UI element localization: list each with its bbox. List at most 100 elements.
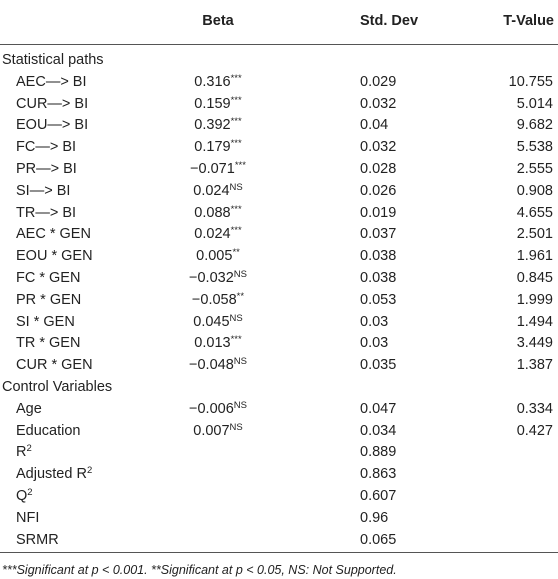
row-label: EOU * GEN: [16, 247, 93, 265]
beta-sup: NS: [233, 269, 247, 280]
beta: −0.058**: [168, 291, 268, 309]
t-value: 5.538: [517, 138, 553, 156]
std-dev-text: 0.065: [360, 531, 397, 548]
beta: −0.071***: [168, 160, 268, 178]
std-dev-text: 0.047: [360, 400, 397, 417]
row-label: TR * GEN: [16, 334, 80, 352]
t-value: 9.682: [517, 116, 553, 134]
beta-text: −0.071: [190, 161, 235, 177]
row-label-text: PR—> BI: [16, 161, 77, 177]
std-dev: 0.863: [360, 465, 396, 483]
std-dev-text: 0.96: [360, 509, 389, 526]
t-value-text: 10.755: [508, 73, 553, 90]
row-label: Education: [16, 422, 81, 440]
std-dev-text: 0.019: [360, 204, 397, 221]
t-value-text: 2.501: [516, 226, 553, 243]
row-label-text: AEC * GEN: [16, 226, 91, 243]
footnote: ***Significant at p < 0.001. **Significa…: [2, 561, 397, 579]
section-title-text: Control Variables: [2, 379, 113, 395]
std-dev-text: 0.037: [360, 226, 397, 243]
beta: 0.024***: [168, 225, 268, 243]
std-dev-text: 0.038: [360, 248, 397, 265]
section-title-text: Statistical paths: [2, 52, 104, 68]
row-label: Q2: [16, 487, 33, 505]
row-label-sup: 2: [27, 487, 33, 498]
std-dev-text: 0.03: [360, 313, 389, 330]
beta-sup: NS: [229, 421, 243, 433]
std-dev: 0.053: [360, 291, 396, 309]
row-label: NFI: [16, 509, 39, 527]
t-value-text: 0.427: [516, 422, 553, 439]
std-dev: 0.032: [360, 95, 396, 113]
beta: 0.088***: [168, 204, 268, 222]
beta: −0.032NS: [168, 269, 268, 287]
std-dev-text: 0.032: [360, 95, 397, 112]
t-value-text: 0.334: [516, 400, 553, 417]
header-std-dev-text: Std. Dev: [360, 13, 419, 29]
beta: 0.179***: [168, 138, 268, 156]
beta: 0.045NS: [168, 313, 268, 331]
std-dev: 0.035: [360, 356, 396, 374]
beta-text: 0.005: [196, 248, 233, 265]
beta-text: 0.179: [194, 139, 231, 156]
std-dev-text: 0.028: [360, 161, 397, 177]
row-label-text: NFI: [16, 509, 40, 526]
std-dev: 0.03: [360, 313, 388, 331]
std-dev: 0.065: [360, 531, 396, 549]
beta: −0.006NS: [168, 400, 268, 418]
row-label-text: SRMR: [16, 531, 59, 548]
std-dev: 0.03: [360, 334, 388, 352]
beta-text: 0.007: [193, 422, 230, 439]
std-dev: 0.019: [360, 204, 396, 222]
beta-text: −0.048: [189, 357, 234, 374]
row-label: AEC * GEN: [16, 225, 91, 243]
section-title: Control Variables: [2, 378, 112, 396]
beta-text: 0.024: [193, 182, 230, 199]
std-dev: 0.028: [360, 160, 396, 178]
header-t-value: T-Value: [503, 12, 554, 30]
footnote-text: ***Significant at p < 0.001. **Significa…: [2, 563, 397, 577]
beta: 0.392***: [168, 116, 268, 134]
t-value: 3.449: [517, 334, 553, 352]
row-label-text: FC * GEN: [16, 270, 81, 286]
std-dev: 0.038: [360, 269, 396, 287]
row-label: R2: [16, 443, 32, 461]
t-value-text: 1.999: [516, 291, 553, 308]
beta-text: 0.024: [194, 226, 231, 243]
t-value: 1.999: [517, 291, 553, 309]
t-value: 2.555: [517, 160, 553, 178]
beta-sup: **: [232, 247, 240, 259]
std-dev: 0.034: [360, 422, 396, 440]
t-value-text: 2.555: [516, 161, 553, 177]
section-title: Statistical paths: [2, 51, 104, 69]
t-value: 0.334: [517, 400, 553, 418]
beta-text: −0.032: [189, 270, 234, 286]
std-dev-text: 0.03: [360, 335, 389, 352]
beta-sup: **: [236, 290, 245, 302]
std-dev-text: 0.863: [360, 466, 397, 483]
std-dev-text: 0.035: [360, 357, 397, 374]
beta: −0.048NS: [168, 356, 268, 374]
std-dev: 0.029: [360, 73, 396, 91]
t-value: 10.755: [509, 73, 553, 91]
std-dev: 0.96: [360, 509, 388, 527]
std-dev-text: 0.04: [360, 117, 389, 134]
beta-sup: ***: [230, 334, 242, 346]
row-label-text: FC—> BI: [16, 139, 77, 156]
t-value-text: 5.014: [516, 95, 553, 112]
t-value-text: 5.538: [516, 139, 553, 156]
beta-sup: ***: [230, 138, 242, 150]
beta: 0.159***: [168, 95, 268, 113]
row-label: AEC—> BI: [16, 73, 87, 91]
beta-sup: ***: [234, 160, 246, 171]
beta-sup: ***: [230, 72, 242, 84]
row-label-text: EOU * GEN: [16, 248, 93, 265]
row-label-text: Education: [16, 422, 81, 439]
t-value-text: 1.387: [516, 357, 553, 374]
beta-sup: NS: [229, 312, 243, 324]
row-label-text: CUR * GEN: [16, 357, 93, 374]
beta-text: 0.159: [194, 95, 231, 112]
row-label: CUR * GEN: [16, 356, 93, 374]
t-value-text: 0.908: [516, 182, 553, 199]
beta-text: −0.058: [191, 291, 237, 308]
